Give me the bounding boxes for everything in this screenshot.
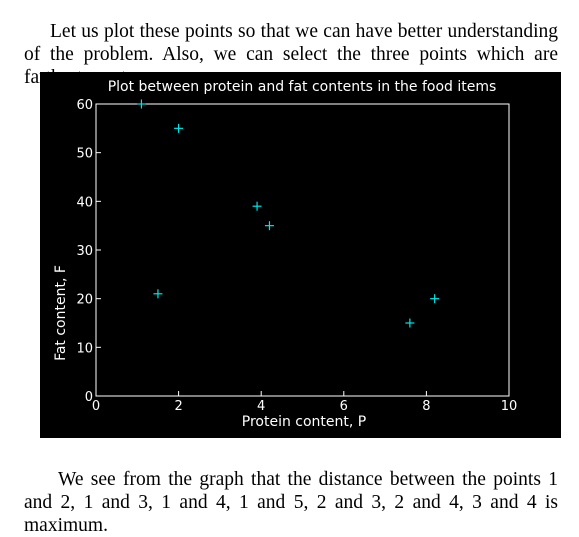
data-points (136, 99, 440, 328)
y-tick-label: 60 (76, 98, 93, 113)
data-point-marker (405, 318, 415, 328)
data-point-marker (264, 221, 274, 231)
y-axis-label: Fat content, F (53, 265, 69, 361)
y-tick-label: 20 (76, 293, 93, 308)
plot-area-border (95, 103, 510, 397)
x-axis-label: Protein content, P (242, 414, 366, 430)
x-tick-label: 8 (422, 399, 430, 414)
x-tick-label: 0 (92, 399, 100, 414)
data-point-marker (430, 294, 440, 304)
y-tick-label: 10 (76, 341, 93, 356)
data-point-marker (174, 123, 184, 133)
axis-ticks: 0 2 4 6 8 10 0 10 20 30 40 50 60 (76, 98, 517, 414)
x-tick-label: 6 (340, 399, 348, 414)
y-tick-label: 50 (76, 147, 93, 162)
data-point-marker (153, 289, 163, 299)
x-tick-label: 4 (257, 399, 265, 414)
y-tick-label: 40 (76, 195, 93, 210)
x-tick-label: 2 (174, 399, 182, 414)
y-tick-label: 0 (85, 390, 93, 405)
x-tick-label: 10 (501, 399, 518, 414)
conclusion-paragraph: We see from the graph that the distance … (24, 468, 558, 536)
y-tick-label: 30 (76, 244, 93, 259)
scatter-plot: 0 2 4 6 8 10 0 10 20 30 40 50 60 Plot between protei… (53, 79, 517, 430)
axes (95, 103, 510, 397)
data-point-marker (252, 201, 262, 211)
chart-title: Plot between protein and fat contents in… (108, 79, 497, 95)
scatter-figure: 0 2 4 6 8 10 0 10 20 30 40 50 60 Plot between protei… (40, 72, 561, 438)
data-point-marker (136, 99, 146, 109)
